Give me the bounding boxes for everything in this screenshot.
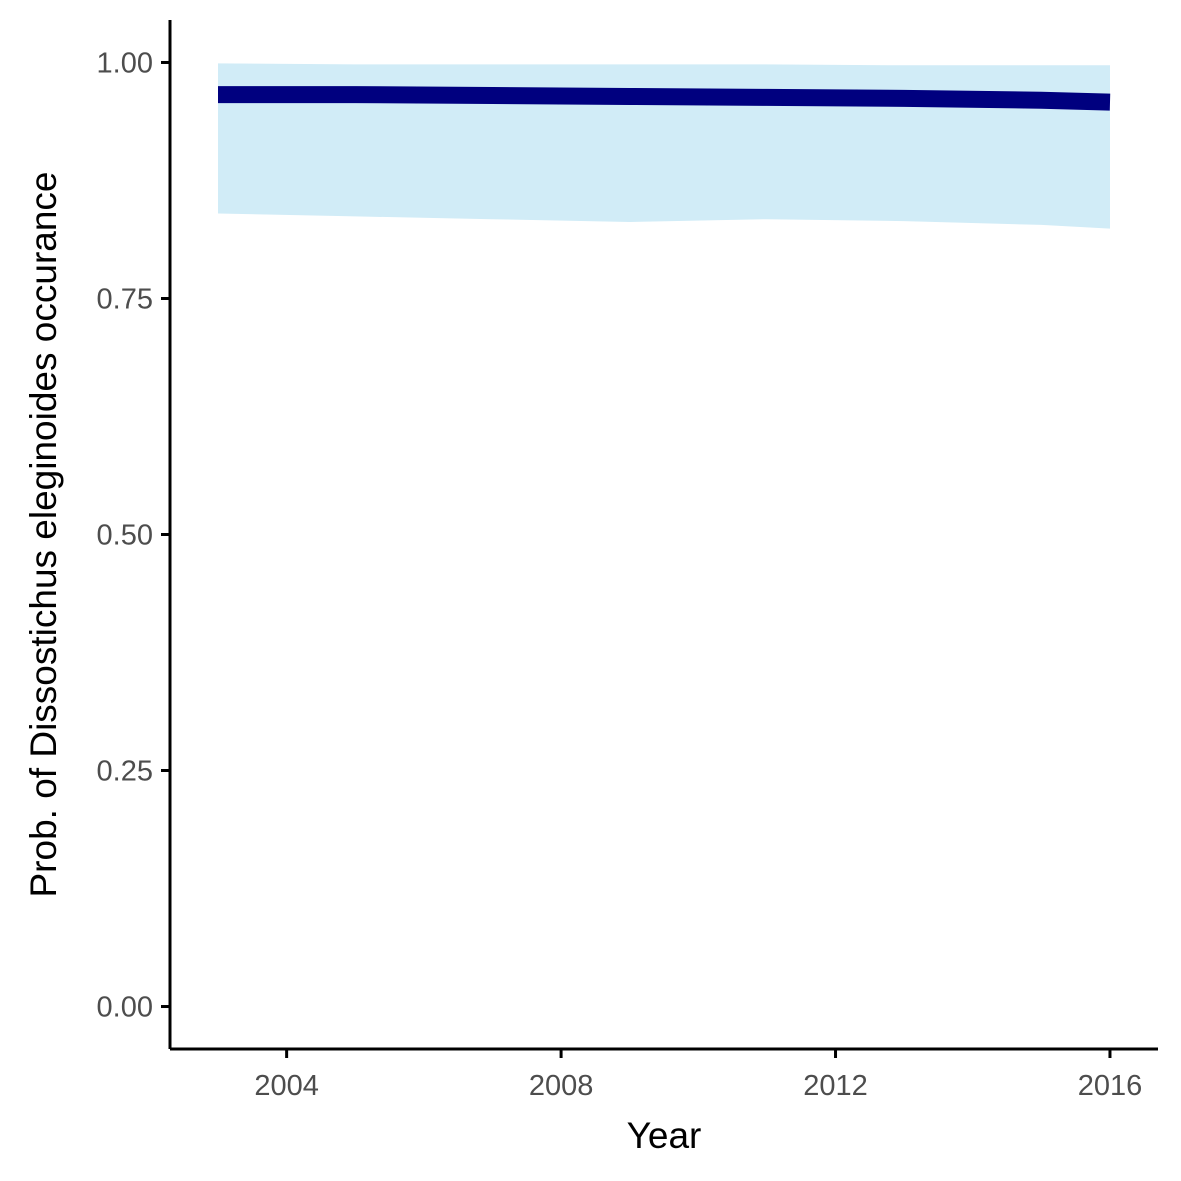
x-tick-label: 2008 bbox=[529, 1070, 594, 1102]
y-tick-label: 0.50 bbox=[97, 520, 153, 552]
x-tick-label: 2004 bbox=[254, 1070, 319, 1102]
x-axis-title: Year bbox=[627, 1115, 702, 1156]
ticks: 0.00 0.25 0.50 0.75 1.00 2004 2008 2012 2016 bbox=[97, 47, 1143, 1102]
y-tick-label: 0.25 bbox=[97, 756, 153, 788]
plot-area bbox=[218, 63, 1111, 229]
x-tick-label: 2016 bbox=[1078, 1070, 1143, 1102]
y-axis-title: Prob. of Dissostichus eleginoides occura… bbox=[23, 172, 64, 898]
y-tick-label: 0.75 bbox=[97, 283, 153, 315]
trend-line bbox=[218, 86, 1111, 111]
y-tick-label: 1.00 bbox=[97, 47, 153, 79]
y-tick-label: 0.00 bbox=[97, 992, 153, 1024]
x-tick-label: 2012 bbox=[803, 1070, 868, 1102]
